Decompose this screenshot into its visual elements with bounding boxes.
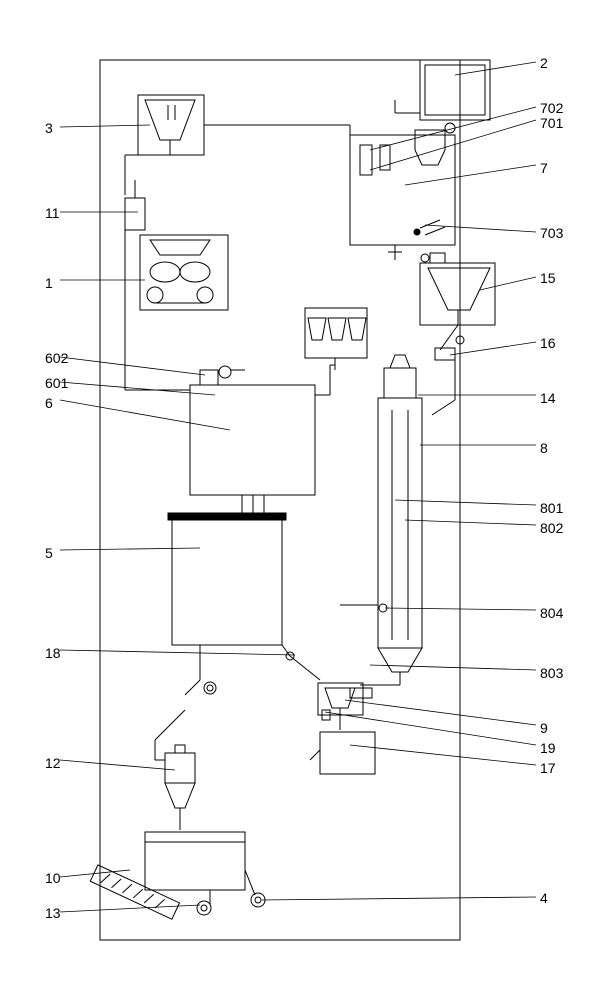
leader-lines (60, 62, 536, 912)
label-11: 11 (45, 205, 60, 221)
label-13: 13 (45, 905, 61, 921)
label-601: 601 (45, 375, 68, 391)
label-2: 2 (540, 55, 548, 71)
label-802: 802 (540, 520, 563, 536)
label-15: 15 (540, 270, 556, 286)
label-6: 6 (45, 395, 53, 411)
label-14: 14 (540, 390, 556, 406)
label-19: 19 (540, 740, 556, 756)
label-702: 702 (540, 100, 563, 116)
label-701: 701 (540, 115, 563, 131)
label-3: 3 (45, 120, 53, 136)
label-803: 803 (540, 665, 563, 681)
label-18: 18 (45, 645, 61, 661)
label-1: 1 (45, 275, 53, 291)
label-12: 12 (45, 755, 61, 771)
label-17: 17 (540, 760, 556, 776)
label-16: 16 (540, 335, 556, 351)
label-10: 10 (45, 870, 61, 886)
label-4: 4 (540, 890, 548, 906)
label-8: 8 (540, 440, 548, 456)
label-804: 804 (540, 605, 563, 621)
label-5: 5 (45, 545, 53, 561)
label-703: 703 (540, 225, 563, 241)
label-602: 602 (45, 350, 68, 366)
label-801: 801 (540, 500, 563, 516)
label-7: 7 (540, 160, 548, 176)
schematic-diagram (0, 0, 595, 1000)
label-9: 9 (540, 720, 548, 736)
